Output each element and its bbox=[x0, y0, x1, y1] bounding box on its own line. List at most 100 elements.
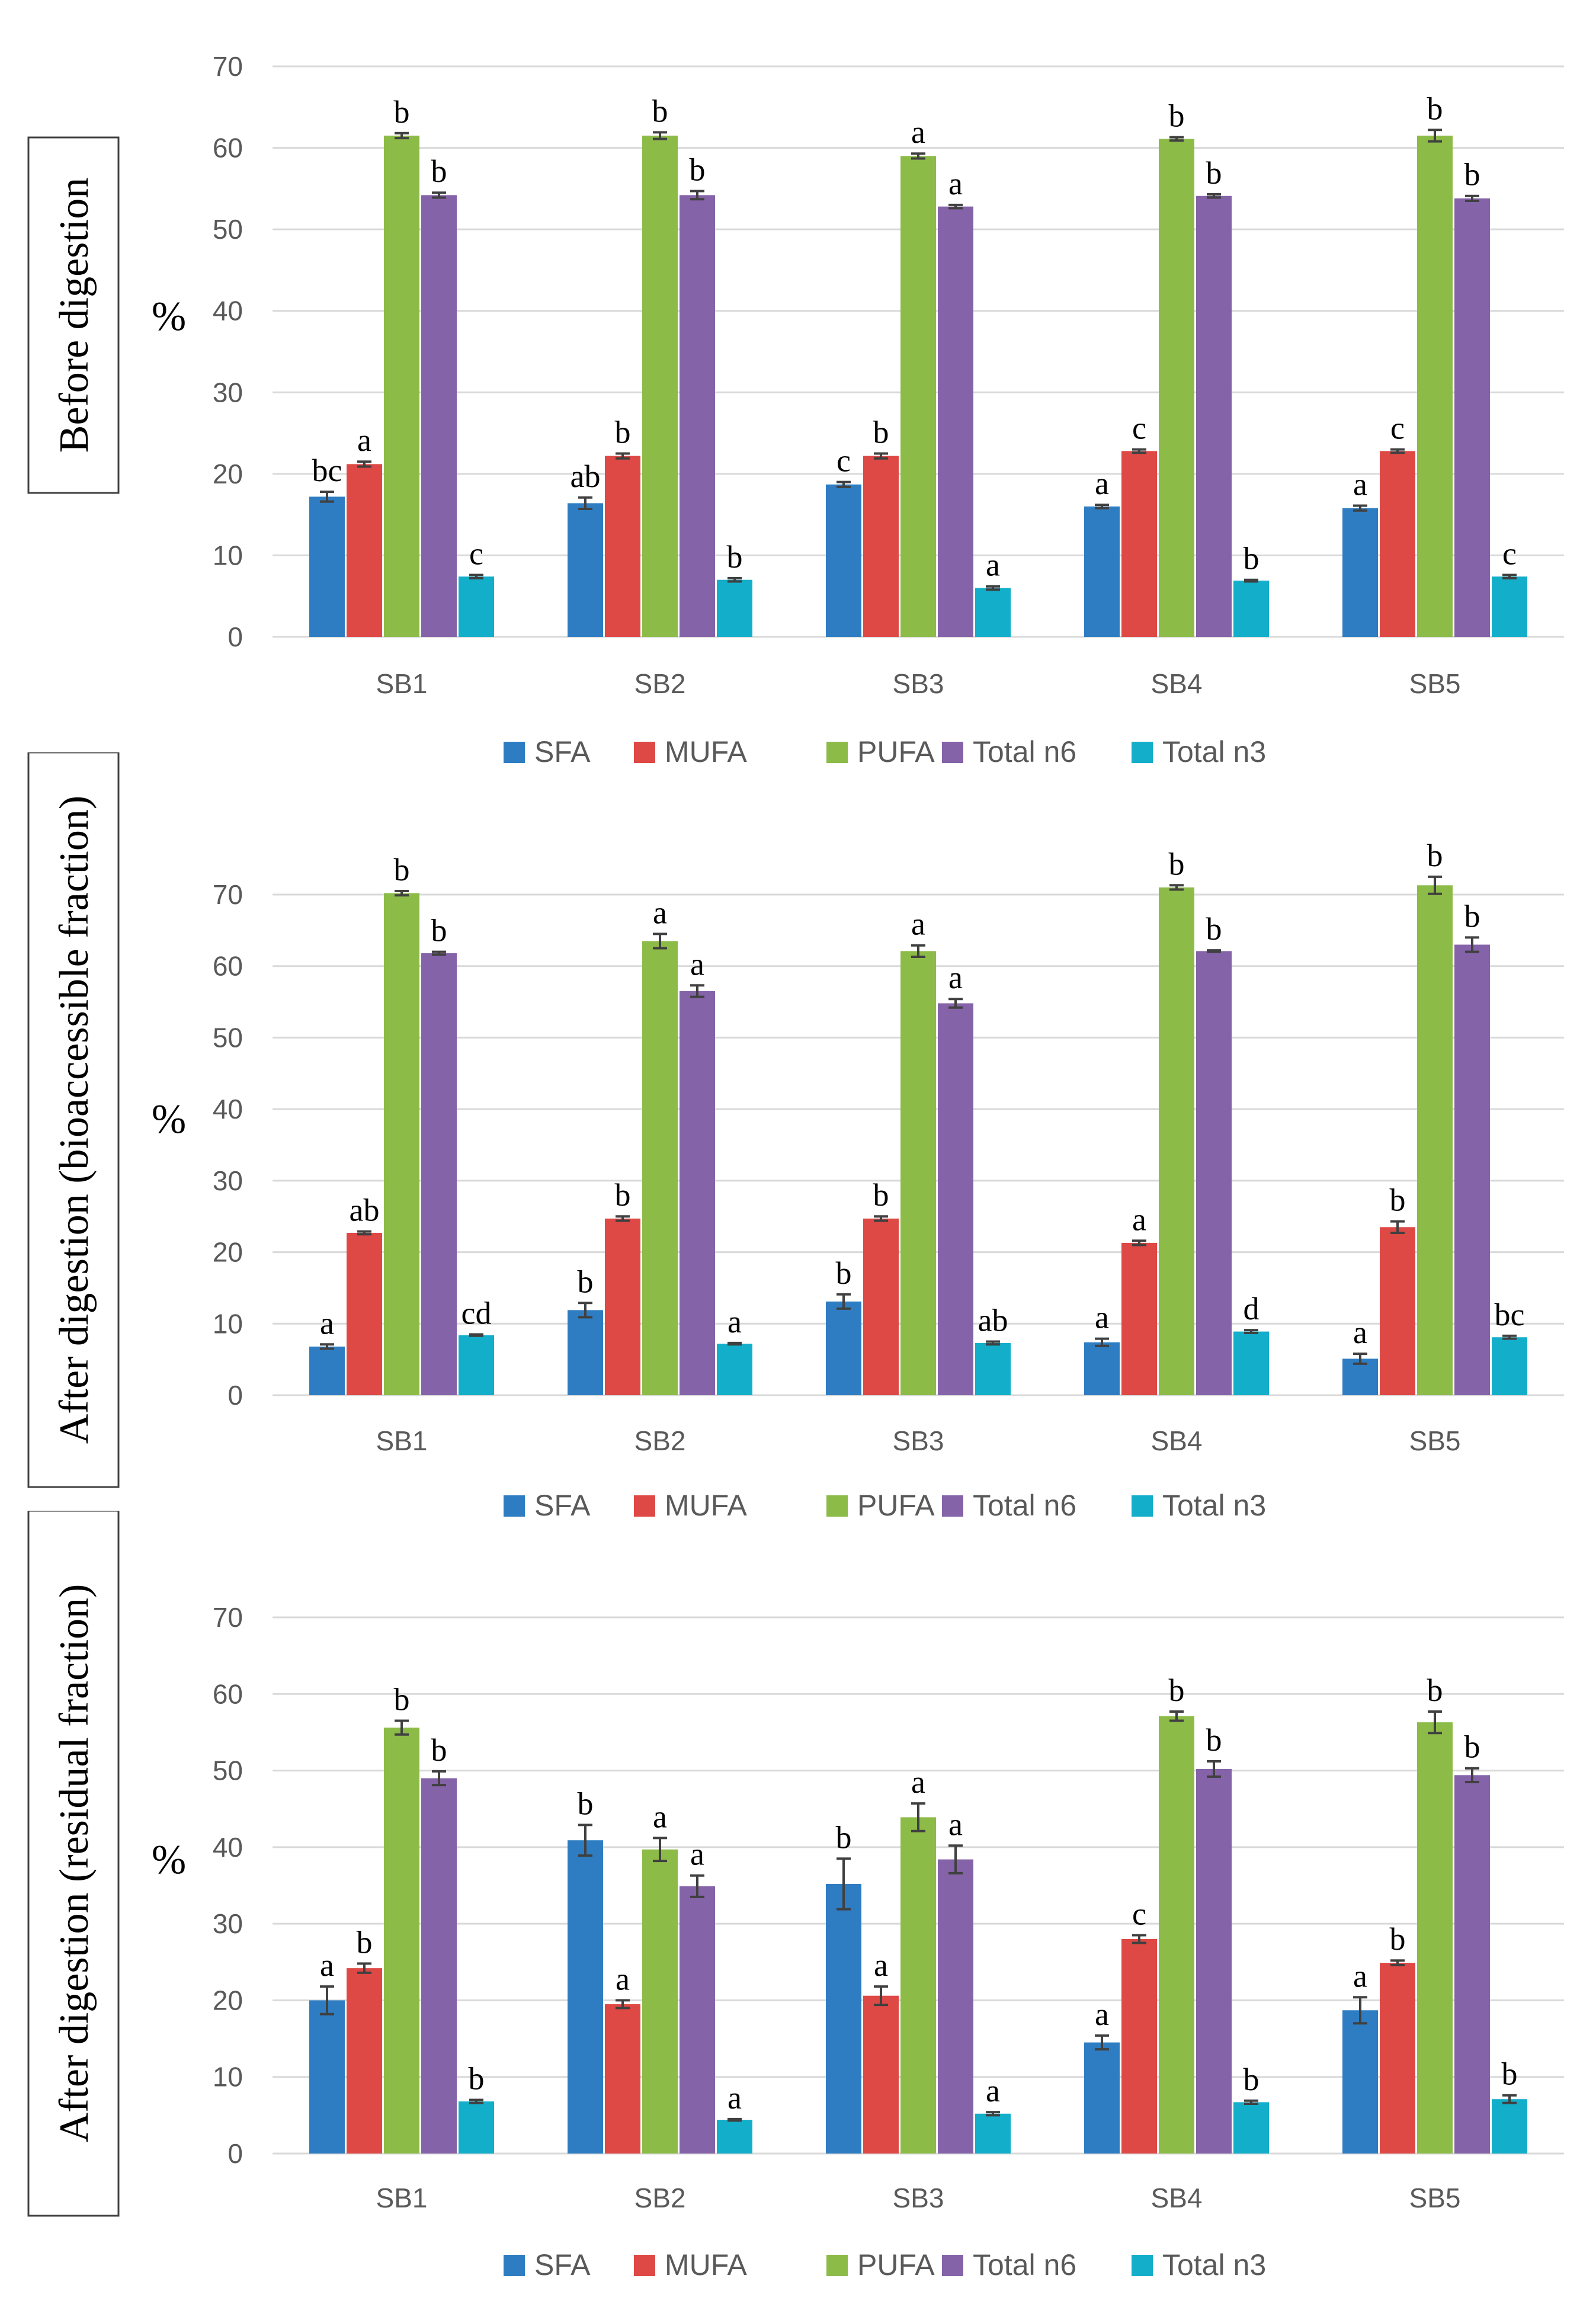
x-tick-label: SB5 bbox=[1409, 2183, 1461, 2213]
significance-letter: b bbox=[578, 1786, 594, 1821]
bar-total-n3-sb2 bbox=[717, 1344, 752, 1395]
significance-letter: b bbox=[578, 1264, 594, 1299]
significance-letter: c bbox=[1132, 1896, 1146, 1932]
side-label: Before digestion bbox=[52, 178, 97, 453]
significance-letter: b bbox=[836, 1819, 852, 1855]
y-tick-label: 40 bbox=[213, 1094, 243, 1124]
y-tick-label: 70 bbox=[213, 879, 243, 910]
significance-letter: a bbox=[690, 946, 704, 982]
legend-label: SFA bbox=[534, 1489, 591, 1517]
y-tick-label: 20 bbox=[213, 1237, 243, 1268]
significance-letter: a bbox=[986, 2073, 1000, 2108]
bar-mufa-sb4 bbox=[1121, 1939, 1157, 2154]
bar-total-n6-sb2 bbox=[680, 991, 715, 1395]
bar-sfa-sb2 bbox=[568, 503, 603, 637]
y-tick-label: 40 bbox=[213, 296, 243, 326]
bar-total-n3-sb1 bbox=[459, 1335, 494, 1395]
x-tick-label: SB3 bbox=[893, 1425, 944, 1456]
bar-pufa-sb2 bbox=[642, 135, 678, 637]
bar-mufa-sb4 bbox=[1121, 451, 1157, 637]
legend-label: MUFA bbox=[665, 735, 748, 764]
significance-letter: a bbox=[874, 1947, 888, 1983]
y-axis-label: % bbox=[152, 294, 186, 339]
bar-total-n3-sb5 bbox=[1492, 2099, 1527, 2154]
bar-pufa-sb4 bbox=[1159, 887, 1194, 1395]
bar-total-n6-sb5 bbox=[1454, 944, 1490, 1395]
significance-letter: d bbox=[1244, 1291, 1260, 1326]
bar-sfa-sb3 bbox=[826, 1301, 861, 1395]
bar-total-n6-sb5 bbox=[1454, 1775, 1490, 2154]
significance-letter: b bbox=[469, 2061, 485, 2097]
bar-total-n6-sb2 bbox=[680, 1886, 715, 2154]
bar-pufa-sb4 bbox=[1159, 139, 1194, 637]
significance-letter: b bbox=[836, 1255, 852, 1291]
significance-letter: a bbox=[986, 547, 1000, 583]
significance-letter: b bbox=[431, 1732, 447, 1768]
bar-sfa-sb3 bbox=[826, 1883, 861, 2154]
x-tick-label: SB2 bbox=[634, 668, 686, 699]
legend-swatch bbox=[1132, 2255, 1153, 2276]
significance-letter: b bbox=[394, 1682, 410, 1717]
legend-label: Total n3 bbox=[1162, 1489, 1266, 1517]
bar-pufa-sb1 bbox=[384, 893, 419, 1395]
significance-letter: a bbox=[653, 895, 667, 930]
legend-swatch bbox=[504, 2255, 525, 2276]
y-tick-label: 30 bbox=[213, 1165, 243, 1196]
significance-letter: b bbox=[615, 1177, 631, 1213]
significance-letter: a bbox=[1132, 1201, 1146, 1237]
y-tick-label: 60 bbox=[213, 133, 243, 164]
bar-total-n6-sb3 bbox=[938, 206, 973, 637]
significance-letter: a bbox=[728, 1304, 742, 1340]
legend-swatch bbox=[826, 742, 848, 763]
significance-letter: a bbox=[948, 166, 963, 201]
legend-swatch bbox=[942, 1495, 963, 1517]
bar-total-n6-sb1 bbox=[421, 195, 457, 637]
x-tick-label: SB4 bbox=[1151, 2183, 1203, 2213]
significance-letter: c bbox=[837, 443, 851, 479]
significance-letter: a bbox=[320, 1305, 334, 1341]
bar-total-n3-sb1 bbox=[459, 576, 494, 637]
significance-letter: b bbox=[431, 153, 447, 189]
chart-bioaccessible-fraction: 0 10 20 30 40 50 60 70% After digestion (bioacce… bbox=[27, 752, 1564, 1517]
legend-label: PUFA bbox=[857, 1489, 935, 1517]
bar-pufa-sb1 bbox=[384, 1728, 419, 2154]
bar-mufa-sb2 bbox=[605, 2004, 640, 2154]
significance-letter: a bbox=[320, 1947, 334, 1983]
significance-letter: b bbox=[1427, 91, 1443, 126]
y-tick-label: 10 bbox=[213, 1308, 243, 1339]
significance-letter: bc bbox=[312, 453, 342, 488]
x-tick-label: SB5 bbox=[1409, 1425, 1461, 1456]
significance-letter: b bbox=[652, 93, 668, 129]
y-tick-label: 10 bbox=[213, 540, 243, 571]
legend-swatch bbox=[826, 2255, 848, 2276]
bar-pufa-sb3 bbox=[900, 1817, 936, 2154]
side-label-box bbox=[27, 752, 120, 1488]
bar-mufa-sb5 bbox=[1380, 1963, 1415, 2154]
y-tick-label: 0 bbox=[227, 2138, 243, 2169]
y-axis-label: % bbox=[152, 1837, 186, 1883]
significance-letter: a bbox=[690, 1837, 704, 1872]
significance-letter: bc bbox=[1495, 1297, 1525, 1332]
bar-total-n3-sb4 bbox=[1233, 581, 1269, 637]
significance-letter: b bbox=[1464, 1729, 1480, 1765]
legend-swatch bbox=[942, 742, 963, 763]
bar-pufa-sb2 bbox=[642, 941, 678, 1395]
y-tick-label: 20 bbox=[213, 459, 243, 489]
bar-mufa-sb3 bbox=[863, 1218, 899, 1395]
legend-label: MUFA bbox=[665, 1489, 748, 1517]
bar-pufa-sb2 bbox=[642, 1849, 678, 2154]
significance-letter: b bbox=[1169, 846, 1185, 882]
bar-pufa-sb1 bbox=[384, 135, 419, 637]
significance-letter: b bbox=[1169, 1672, 1185, 1708]
x-tick-label: SB1 bbox=[376, 1425, 428, 1456]
chart-residual-fraction: 0 10 20 30 40 50 60 70% After digestion (residua… bbox=[27, 1511, 1564, 2281]
significance-letter: b bbox=[1427, 838, 1443, 873]
bar-mufa-sb3 bbox=[863, 1995, 899, 2154]
significance-letter: b bbox=[1464, 898, 1480, 934]
significance-letter: a bbox=[1095, 1300, 1109, 1335]
bar-sfa-sb5 bbox=[1342, 508, 1378, 637]
legend-label: Total n3 bbox=[1162, 2248, 1266, 2281]
significance-letter: c bbox=[1502, 536, 1517, 571]
bar-total-n6-sb1 bbox=[421, 953, 457, 1395]
bar-pufa-sb3 bbox=[900, 951, 936, 1395]
